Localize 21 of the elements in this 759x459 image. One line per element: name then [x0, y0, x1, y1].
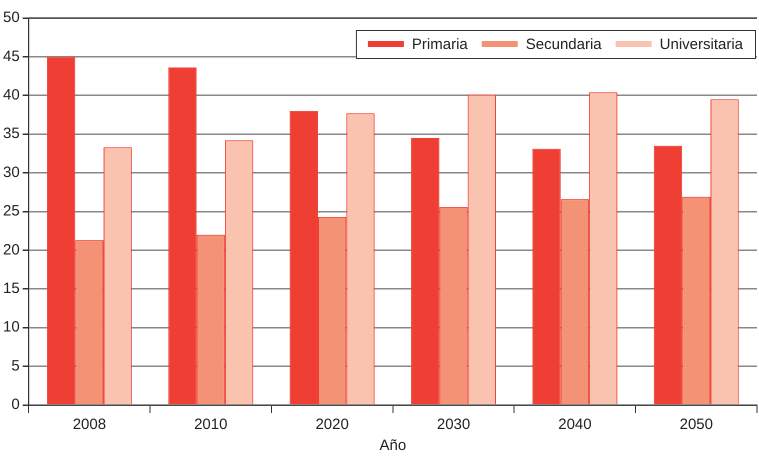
x-tick-label: 2040	[558, 416, 592, 434]
x-tick-label: 2008	[72, 416, 106, 434]
legend-label: Secundaria	[526, 36, 602, 54]
y-tick-label: 50	[2, 9, 20, 26]
x-tick-label: 2010	[194, 416, 228, 434]
legend-label: Primaria	[412, 36, 468, 54]
y-tick-label: 15	[2, 280, 20, 298]
y-tick-label: 40	[2, 86, 20, 104]
y-tick-label: 0	[11, 396, 20, 414]
x-axis-title: Año	[379, 437, 406, 454]
y-tick-label: 25	[2, 202, 20, 220]
x-tick-label: 2050	[680, 416, 713, 434]
y-tick-label: 20	[2, 241, 20, 258]
y-tick-label: 10	[2, 318, 20, 336]
y-tick-label: 35	[2, 125, 20, 142]
legend-label: Universitaria	[660, 36, 744, 54]
y-tick-label: 5	[11, 357, 20, 374]
x-tick-label: 2020	[315, 416, 349, 434]
y-tick-label: 45	[2, 48, 20, 65]
y-tick-label: 30	[2, 164, 20, 181]
x-tick-label: 2030	[436, 416, 470, 434]
